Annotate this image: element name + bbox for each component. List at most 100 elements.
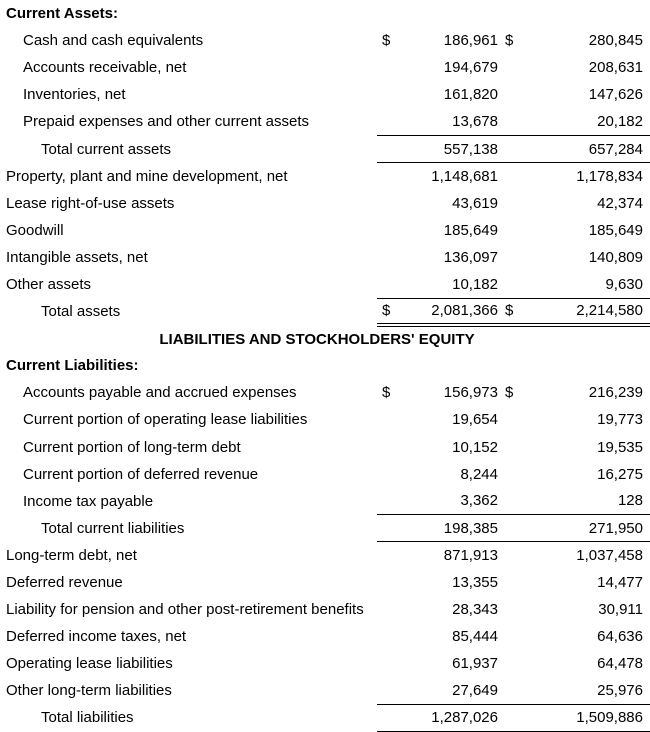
- value-prior-period: 208,631: [588, 59, 643, 77]
- value-prior-period: 25,976: [526, 677, 650, 705]
- statement-section-title-row: LIABILITIES AND STOCKHOLDERS' EQUITY: [0, 325, 650, 352]
- value-current-period: 19,654: [452, 411, 498, 429]
- dollar-sign-col1: [377, 677, 399, 705]
- statement-row: Long-term debt, net 871,913 1,037,458: [0, 542, 650, 569]
- value-current-period: 1,148,681: [431, 167, 498, 185]
- statement-row: Goodwill 185,649 185,649: [0, 217, 650, 244]
- dollar-sign-col1: [377, 81, 399, 108]
- dollar-sign-col1: [377, 650, 399, 677]
- dollar-sign-col1: $: [382, 32, 391, 50]
- dollar-sign-col2: [504, 514, 526, 543]
- statement-row: Other long-term liabilities 27,649 25,976: [0, 677, 650, 705]
- statement-row: Current portion of operating lease liabi…: [0, 406, 650, 433]
- dollar-sign-col1: [377, 217, 399, 244]
- row-label: Income tax payable: [23, 492, 154, 510]
- row-label: Current portion of operating lease liabi…: [23, 411, 308, 429]
- column-gap: [500, 704, 504, 732]
- dollar-sign-col1: [377, 270, 399, 299]
- dollar-sign-col2: [504, 542, 526, 569]
- value-prior-period: 1,178,834: [576, 167, 643, 185]
- dollar-sign-col1: [377, 487, 399, 516]
- dollar-sign-col2: [504, 487, 526, 516]
- dollar-sign-col1: [377, 0, 399, 27]
- dollar-sign-col1: [377, 406, 399, 433]
- value-current-period: 27,649: [399, 677, 500, 705]
- dollar-sign-col1: $: [377, 298, 399, 328]
- dollar-sign-col1: [377, 244, 399, 271]
- value-current-period: 198,385: [399, 514, 500, 543]
- row-label: Total current assets: [41, 140, 172, 158]
- dollar-sign-col2: [504, 461, 526, 488]
- value-current-period: 2,081,366: [399, 298, 500, 328]
- row-label: Deferred income taxes, net: [6, 628, 187, 646]
- statement-row: Operating lease liabilities 61,937 64,478: [0, 650, 650, 677]
- statement-row: Current Assets:: [0, 0, 650, 27]
- value-prior-period: [526, 352, 650, 379]
- row-label: Cash and cash equivalents: [23, 32, 204, 50]
- dollar-sign-col1: [377, 163, 399, 190]
- statement-row: Current portion of deferred revenue 8,244…: [0, 461, 650, 488]
- dollar-sign-col1: $: [382, 384, 391, 402]
- value-current-period: 871,913: [443, 547, 498, 565]
- dollar-sign-col1: [377, 54, 399, 81]
- dollar-sign-col1: [377, 704, 399, 732]
- dollar-sign-col1: [377, 514, 399, 543]
- value-prior-period: 147,626: [588, 86, 643, 104]
- value-current-period: [399, 352, 500, 379]
- dollar-sign-col2: [504, 596, 526, 623]
- dollar-sign-col2: [504, 108, 526, 136]
- column-gap: [500, 108, 504, 136]
- dollar-sign-col2: [504, 0, 526, 27]
- value-current-period: 8,244: [460, 465, 498, 483]
- dollar-sign-col2: [504, 677, 526, 705]
- value-prior-period: 185,649: [588, 221, 643, 239]
- statement-row: Total current assets 557,138 657,284: [0, 135, 650, 164]
- dollar-sign-col2: [504, 135, 526, 164]
- dollar-sign-col2: [504, 352, 526, 379]
- statement-row: Lease right-of-use assets 43,619 42,374: [0, 190, 650, 217]
- dollar-sign-col1: [377, 135, 399, 164]
- row-label: Operating lease liabilities: [6, 655, 173, 673]
- value-current-period: 13,678: [399, 108, 500, 136]
- value-current-period: 13,355: [452, 574, 498, 592]
- statement-row: Deferred income taxes, net 85,444 64,636: [0, 623, 650, 650]
- value-prior-period: 2,214,580: [526, 298, 650, 328]
- value-prior-period: 64,478: [597, 655, 643, 673]
- statement-row: Current Liabilities:: [0, 352, 650, 379]
- statement-row: Prepaid expenses and other current asset…: [0, 108, 650, 136]
- value-current-period: 3,362: [399, 487, 500, 516]
- column-gap: [500, 298, 504, 328]
- value-current-period: 186,961: [443, 32, 498, 50]
- statement-row: Accounts payable and accrued expenses $15…: [0, 379, 650, 406]
- statement-row: Accounts receivable, net 194,679 208,631: [0, 54, 650, 81]
- value-current-period: 1,287,026: [399, 704, 500, 732]
- value-current-period: 10,152: [452, 438, 498, 456]
- statement-row: Income tax payable 3,362 128: [0, 487, 650, 516]
- value-prior-period: 19,535: [597, 438, 643, 456]
- dollar-sign-col2: [504, 270, 526, 299]
- statement-row: Deferred revenue 13,355 14,477: [0, 569, 650, 596]
- dollar-sign-col2: [504, 81, 526, 108]
- dollar-sign-col2: [504, 623, 526, 650]
- value-prior-period: 128: [526, 487, 650, 516]
- dollar-sign-col1: [377, 542, 399, 569]
- row-label: Goodwill: [6, 221, 64, 239]
- dollar-sign-col2: [504, 434, 526, 461]
- dollar-sign-col2: [504, 217, 526, 244]
- statement-row: Other assets 10,182 9,630: [0, 270, 650, 299]
- row-label: Total current liabilities: [41, 519, 185, 537]
- row-label: Lease right-of-use assets: [6, 194, 175, 212]
- column-gap: [500, 270, 504, 299]
- row-label: Accounts payable and accrued expenses: [23, 384, 297, 402]
- dollar-sign-col1: [377, 623, 399, 650]
- value-prior-period: 280,845: [588, 32, 643, 50]
- row-label: Prepaid expenses and other current asset…: [23, 113, 310, 131]
- value-prior-period: 30,911: [598, 601, 643, 619]
- dollar-sign-col2: [504, 163, 526, 190]
- value-prior-period: 216,239: [588, 384, 643, 402]
- row-label: Deferred revenue: [6, 574, 123, 592]
- column-gap: [500, 487, 504, 516]
- row-label: Other assets: [6, 275, 92, 293]
